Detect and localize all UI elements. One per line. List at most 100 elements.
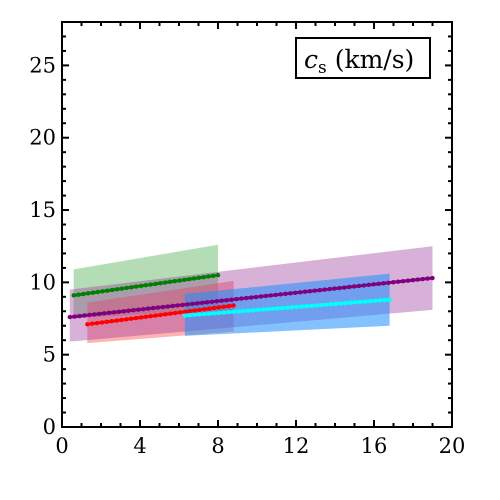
series-3-point [351,284,357,289]
series-1-point [134,284,139,289]
series-4-point [333,301,339,307]
series-3-point [195,301,200,306]
series-3-point [293,290,298,295]
series-4-point [187,313,192,318]
series-1-point [71,293,76,298]
series-2-point [109,318,114,324]
series-3-point [356,283,362,289]
series-2-point [104,319,110,324]
series-2-point [124,317,129,322]
series-1-point [119,286,125,291]
series-3-point [346,284,352,290]
series-3-point [395,279,401,284]
series-3-point [175,303,180,308]
series-2-point [114,318,119,323]
series-2-point [85,322,90,327]
series-1-point [124,285,129,291]
axis-ticks [61,21,453,428]
series-3-point [405,278,411,283]
series-3-point [400,278,406,284]
series-2-point [182,309,188,314]
series-4-point [358,299,363,305]
series-2-point [197,307,202,313]
series-3-point [415,277,420,282]
series-3-point [253,294,259,300]
series-4-point [387,297,392,302]
series-3-point [258,294,264,299]
series-2-point [138,315,144,320]
series-3-point [150,305,156,311]
series-4-point [236,309,241,314]
series-3-point [239,296,244,301]
series-1-point [162,280,168,285]
series-3-point [268,293,273,298]
series-3-point [391,280,396,285]
series-3-point [410,277,416,283]
title-frame [295,37,431,79]
series-4-point [304,303,309,309]
series-2-point [187,308,192,314]
series-2-point [99,320,105,325]
series-3-point [185,302,190,307]
series-4-point [353,300,358,305]
series-3-point [165,304,171,309]
series-3-point [307,289,313,294]
series-4-point [309,303,314,308]
series-3-point [72,314,77,319]
series-4-point [275,306,280,311]
series-4-point [231,309,236,315]
series-3-point [82,313,87,318]
series-4-point [250,308,256,313]
series-4-point [348,300,353,305]
series-4-point [192,312,197,318]
series-1-point [215,272,221,278]
series-4-point [260,307,266,312]
series-1-point [138,283,144,289]
series-4-point [182,313,188,318]
series-3-point [376,281,381,287]
series-4-point [299,304,305,309]
axis-tick-labels: 0 4 8 12 16 20 0 5 10 15 20 25 [29,53,465,458]
chart-title: cs (km/s) [304,45,414,78]
series-3-point [106,310,112,316]
title-unit: (km/s) [327,45,415,74]
series-4-point [216,310,222,316]
series-4-point [246,308,251,313]
series-2-point [172,310,178,316]
series-3-point [361,283,367,288]
series-4-point [377,298,383,303]
series-2-point [94,320,100,326]
series-3-point [288,291,293,296]
series-3-point [180,302,185,308]
x-tick-label: 8 [211,434,224,458]
series-3-point [67,314,73,320]
series-2-point [153,313,158,318]
y-tick-label: 5 [43,343,56,367]
series-3-point [248,295,254,300]
series-1-point [76,292,81,297]
series-4-point [343,300,348,306]
series-1-point [148,282,153,287]
series-3-point [121,309,126,314]
series-3-point [342,285,347,290]
series-3-point [332,286,337,291]
series-3-point [283,291,288,297]
y-tick-label: 15 [29,198,56,222]
series-4-point [338,301,344,306]
series-4-point [328,302,334,307]
x-tick-label: 12 [283,434,310,458]
series-1-point [206,274,211,279]
series-2-point [192,308,197,313]
series-3-point [371,282,376,287]
series-2-point [177,310,183,315]
series-3-point [224,297,229,303]
series-1-point [201,274,206,280]
title-box: cs (km/s) [295,37,431,79]
series-3-point [297,290,303,295]
series-4-point [314,303,319,308]
series-1-point [105,288,110,293]
series-3-point [214,299,220,304]
series-3-point [146,306,151,311]
series-points [67,272,435,327]
